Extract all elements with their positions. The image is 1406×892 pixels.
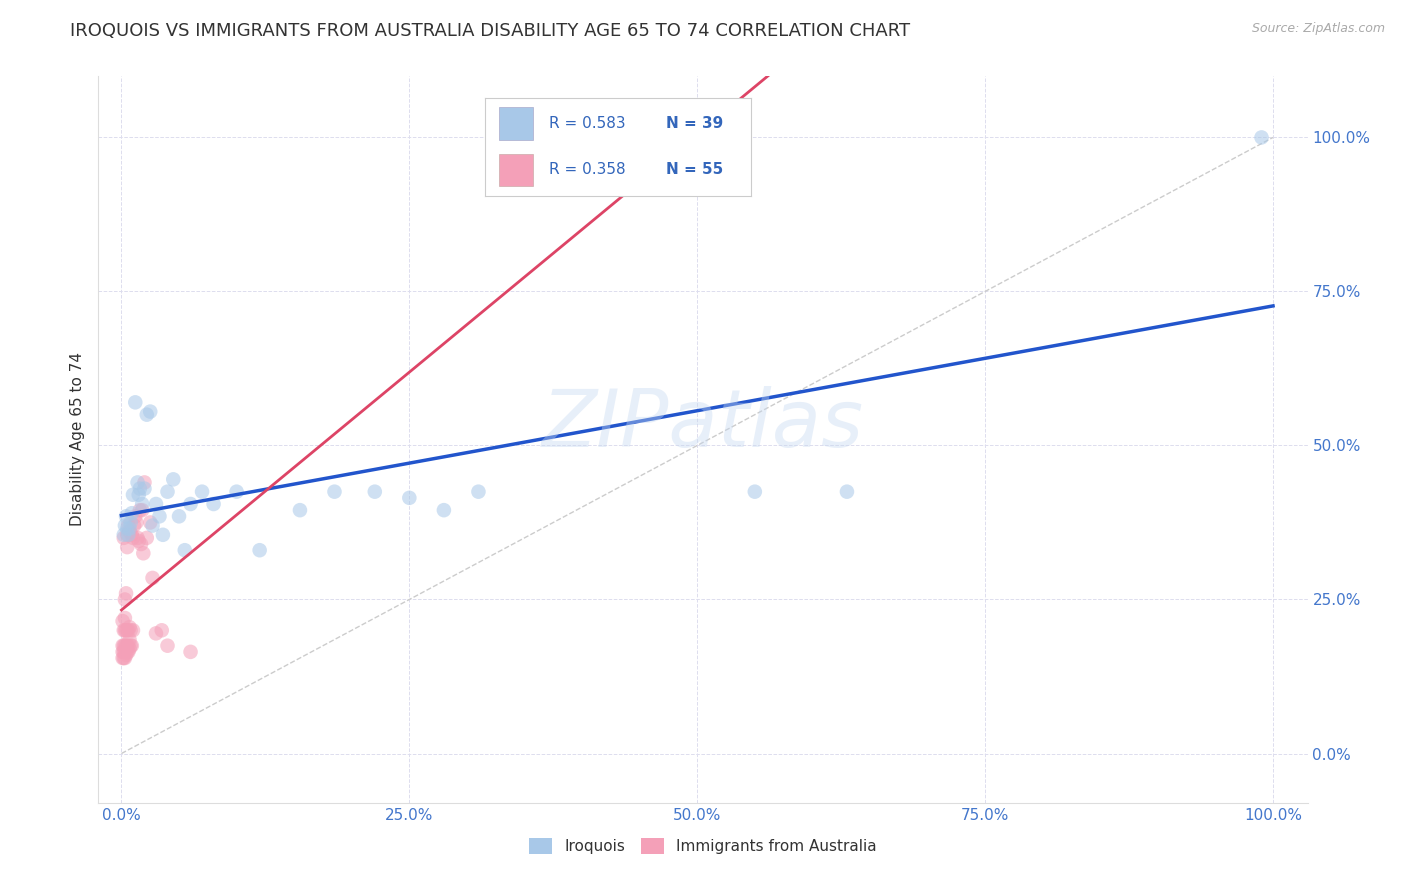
Point bbox=[127, 475, 149, 490]
Point bbox=[117, 528, 139, 542]
Point bbox=[145, 497, 167, 511]
Point bbox=[112, 645, 135, 659]
Point bbox=[114, 518, 136, 533]
Point bbox=[115, 639, 138, 653]
Point bbox=[117, 518, 139, 533]
Point bbox=[112, 651, 135, 665]
Point bbox=[115, 528, 138, 542]
Point bbox=[115, 648, 138, 662]
Point bbox=[122, 518, 145, 533]
Point bbox=[835, 484, 858, 499]
Point bbox=[111, 639, 134, 653]
Point bbox=[124, 395, 146, 409]
Point bbox=[115, 586, 138, 600]
Point bbox=[128, 488, 150, 502]
Point bbox=[129, 537, 152, 551]
Point bbox=[150, 624, 173, 638]
Point bbox=[167, 509, 190, 524]
Point bbox=[121, 639, 143, 653]
Point bbox=[156, 484, 179, 499]
Point bbox=[114, 592, 136, 607]
Point bbox=[225, 484, 247, 499]
Point bbox=[122, 624, 145, 638]
Point bbox=[115, 624, 138, 638]
Point bbox=[156, 639, 179, 653]
Point bbox=[152, 528, 174, 542]
Point bbox=[128, 503, 150, 517]
Point bbox=[115, 540, 138, 554]
Point bbox=[120, 624, 142, 638]
Point bbox=[433, 503, 456, 517]
Point bbox=[134, 475, 156, 490]
Point bbox=[117, 624, 139, 638]
Point bbox=[120, 516, 142, 530]
Point bbox=[117, 639, 139, 653]
Point bbox=[124, 509, 146, 524]
Point bbox=[117, 645, 139, 659]
Point bbox=[132, 546, 155, 560]
Point bbox=[135, 531, 157, 545]
Point bbox=[125, 516, 148, 530]
Point bbox=[121, 506, 143, 520]
Point bbox=[122, 531, 145, 545]
Point bbox=[249, 543, 271, 558]
Point bbox=[467, 484, 489, 499]
Point bbox=[122, 488, 145, 502]
Point bbox=[112, 624, 135, 638]
Point bbox=[398, 491, 420, 505]
Point bbox=[141, 518, 163, 533]
Point bbox=[127, 531, 149, 545]
Point bbox=[173, 543, 195, 558]
Point bbox=[118, 620, 141, 634]
Point bbox=[162, 472, 184, 486]
Point bbox=[131, 497, 153, 511]
Point bbox=[112, 639, 135, 653]
Point bbox=[180, 645, 202, 659]
Point bbox=[111, 614, 134, 628]
Point bbox=[114, 645, 136, 659]
Point bbox=[121, 528, 143, 542]
Point bbox=[115, 624, 138, 638]
Text: IROQUOIS VS IMMIGRANTS FROM AUSTRALIA DISABILITY AGE 65 TO 74 CORRELATION CHART: IROQUOIS VS IMMIGRANTS FROM AUSTRALIA DI… bbox=[70, 22, 911, 40]
Point bbox=[118, 524, 141, 539]
Point bbox=[114, 651, 136, 665]
Point bbox=[111, 651, 134, 665]
Point bbox=[115, 639, 138, 653]
Point bbox=[191, 484, 214, 499]
Point bbox=[364, 484, 387, 499]
Point bbox=[114, 639, 136, 653]
Point bbox=[128, 533, 150, 548]
Point bbox=[115, 522, 138, 536]
Point bbox=[112, 531, 135, 545]
Point bbox=[139, 404, 162, 418]
Point bbox=[120, 639, 142, 653]
Point bbox=[323, 484, 346, 499]
Point bbox=[131, 503, 153, 517]
Text: Source: ZipAtlas.com: Source: ZipAtlas.com bbox=[1251, 22, 1385, 36]
Text: ZIPatlas: ZIPatlas bbox=[541, 385, 865, 464]
Point bbox=[145, 626, 167, 640]
Point bbox=[1250, 130, 1272, 145]
Y-axis label: Disability Age 65 to 74: Disability Age 65 to 74 bbox=[70, 352, 86, 526]
Point bbox=[112, 528, 135, 542]
Point bbox=[114, 611, 136, 625]
Point bbox=[115, 509, 138, 524]
Point bbox=[118, 632, 141, 647]
Point bbox=[118, 641, 141, 656]
Point bbox=[141, 571, 163, 585]
Point bbox=[118, 522, 141, 536]
Point bbox=[202, 497, 225, 511]
Point bbox=[114, 624, 136, 638]
Point bbox=[135, 408, 157, 422]
Legend: Iroquois, Immigrants from Australia: Iroquois, Immigrants from Australia bbox=[523, 832, 883, 861]
Point bbox=[134, 482, 156, 496]
Point bbox=[744, 484, 766, 499]
Point bbox=[139, 516, 162, 530]
Point bbox=[148, 509, 170, 524]
Point bbox=[180, 497, 202, 511]
Point bbox=[288, 503, 311, 517]
Point bbox=[128, 482, 150, 496]
Point bbox=[111, 645, 134, 659]
Point bbox=[115, 645, 138, 659]
